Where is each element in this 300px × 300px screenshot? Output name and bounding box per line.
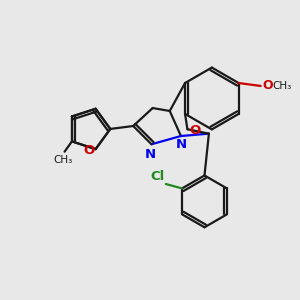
Text: O: O bbox=[83, 144, 94, 157]
Text: O: O bbox=[189, 124, 200, 137]
Text: O: O bbox=[262, 80, 273, 92]
Text: N: N bbox=[145, 148, 156, 161]
Text: CH₃: CH₃ bbox=[272, 81, 291, 91]
Text: Cl: Cl bbox=[150, 169, 164, 182]
Text: N: N bbox=[176, 138, 187, 152]
Text: CH₃: CH₃ bbox=[53, 155, 73, 165]
